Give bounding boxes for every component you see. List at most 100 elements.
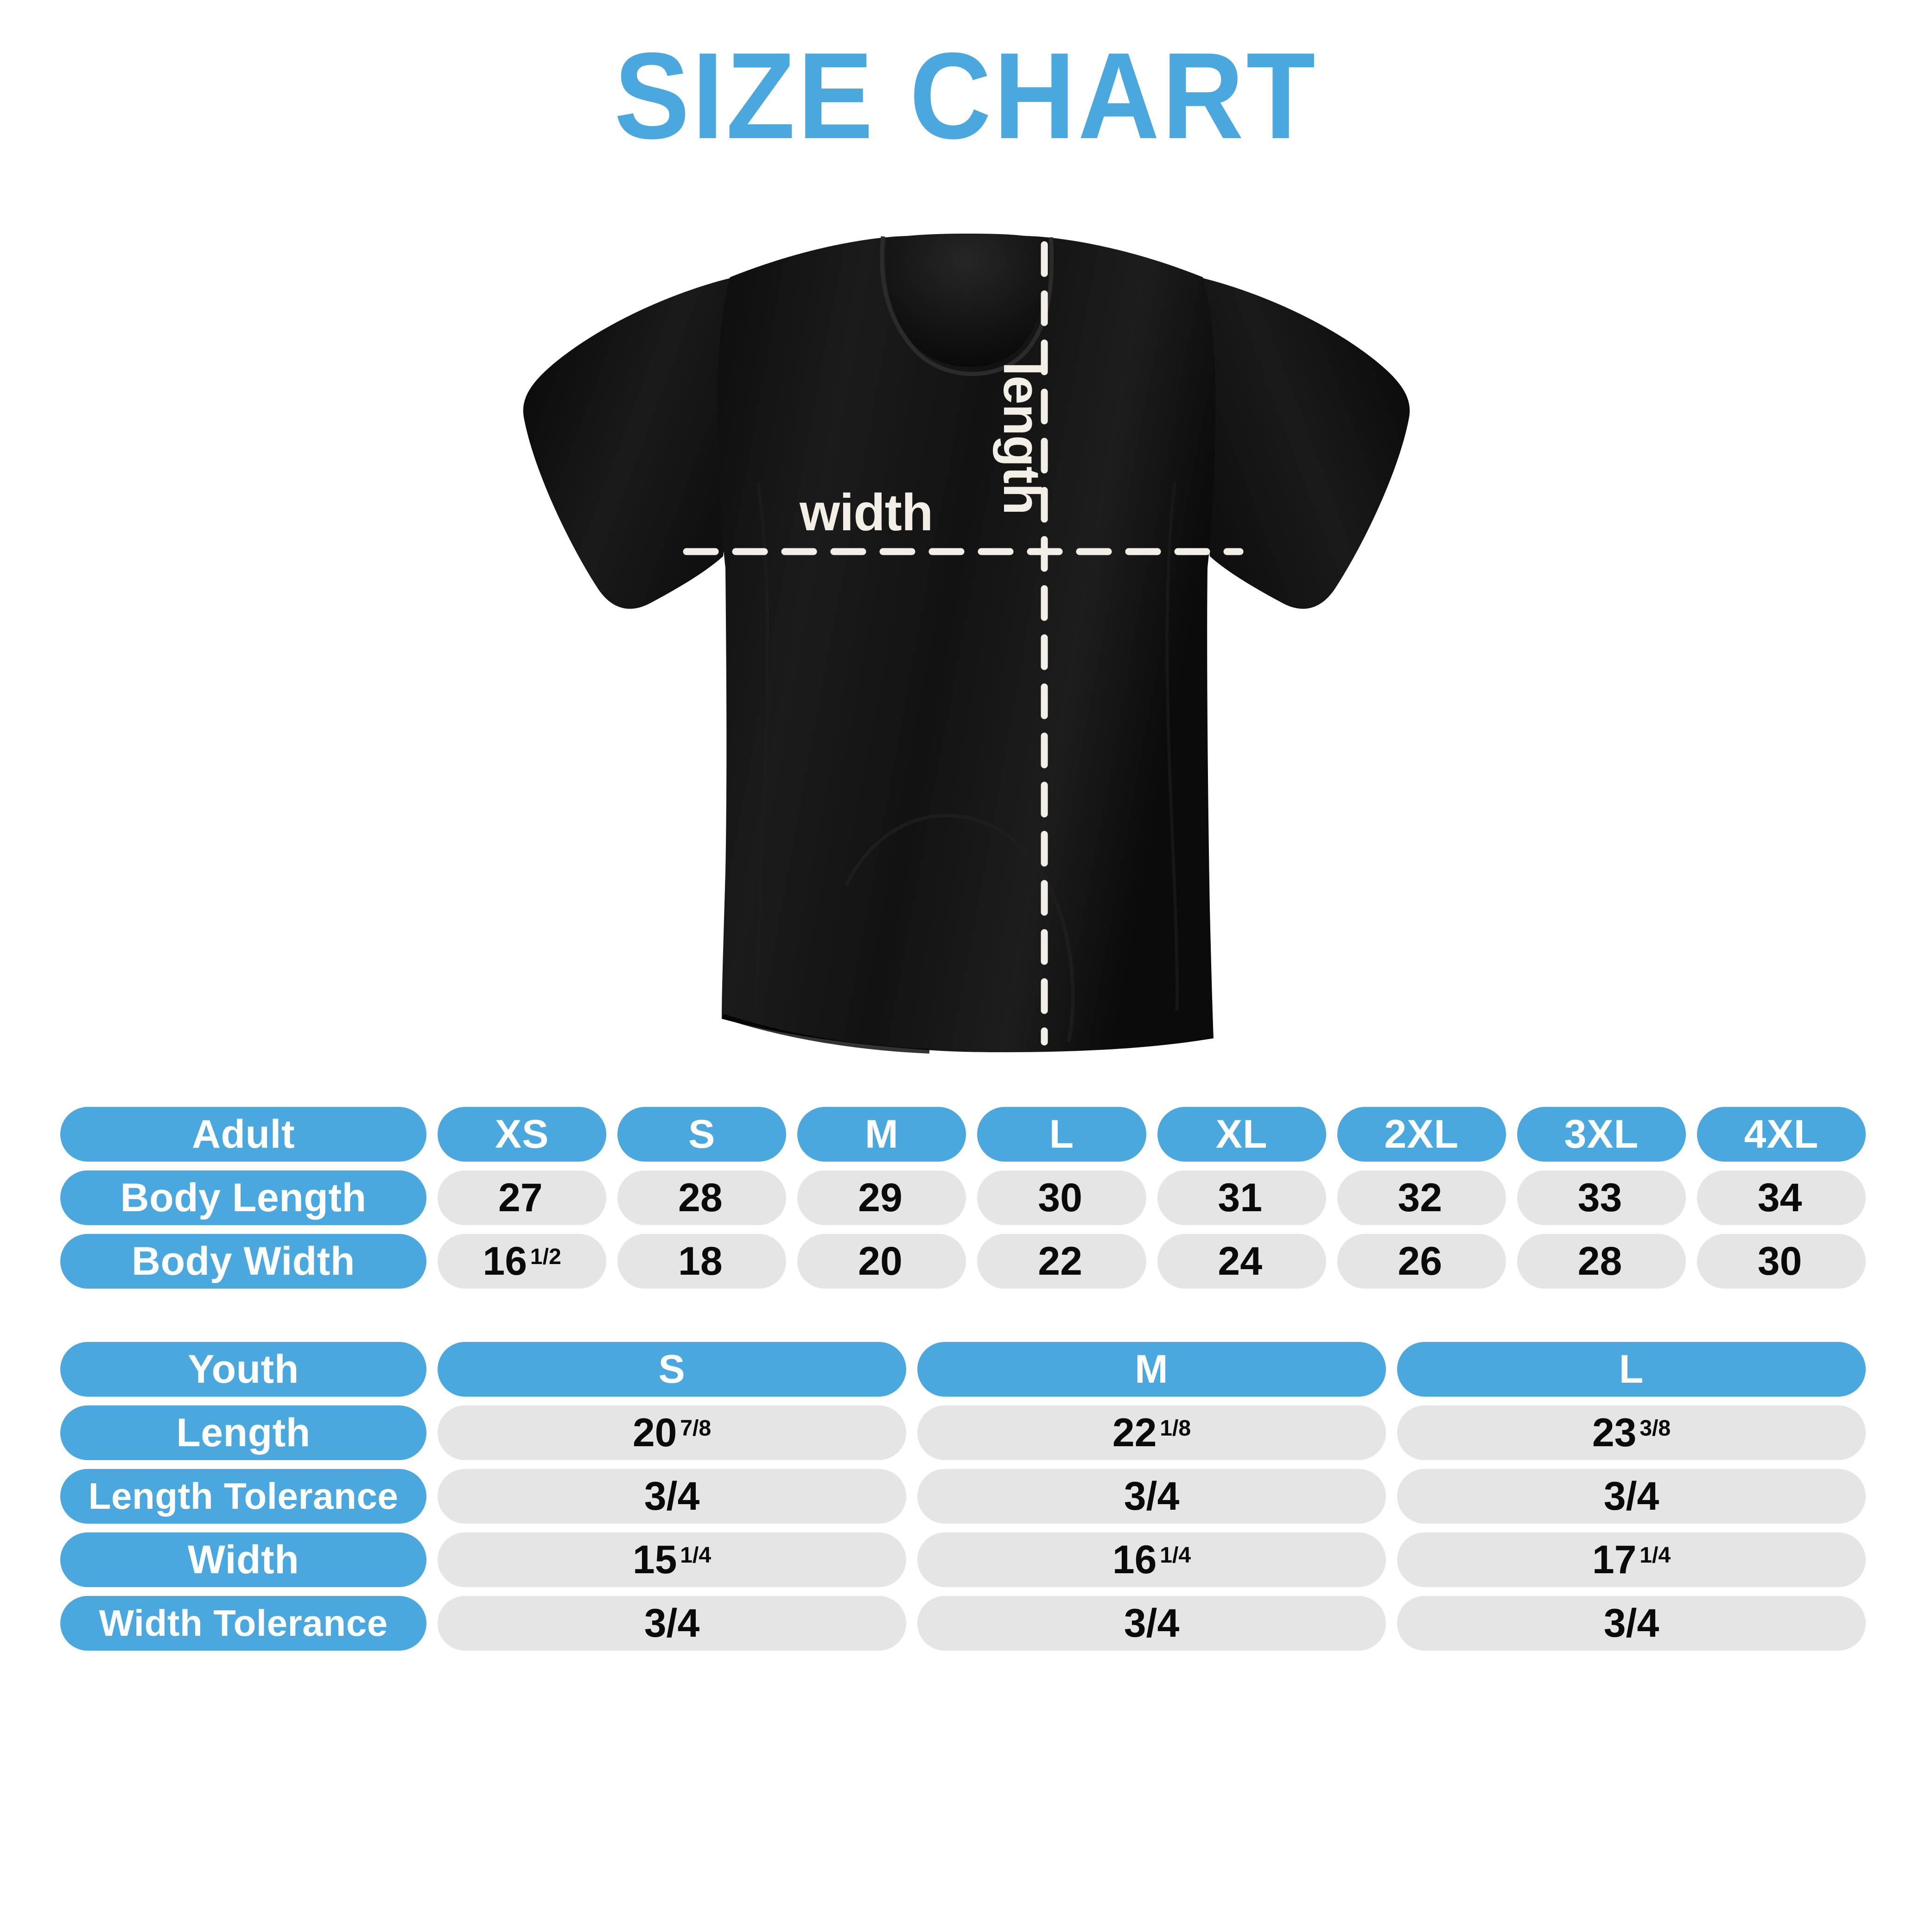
table-cell: 30	[977, 1170, 1146, 1225]
table-cell: 28	[617, 1170, 787, 1225]
length-measurement-label: length	[993, 362, 1051, 515]
cell-fraction: 3/4	[1124, 1601, 1180, 1646]
table-cell: 3/4	[917, 1596, 1386, 1651]
table-cell: 33	[1517, 1170, 1686, 1225]
table-cell: 24	[1157, 1234, 1326, 1289]
cell-whole: 32	[1398, 1175, 1443, 1220]
page-title: SIZE CHART	[614, 27, 1318, 165]
adult-size-header-xl: XL	[1157, 1107, 1326, 1162]
adult-header-row: Adult XS S M L XL 2XL 3XL 4XL	[60, 1107, 1866, 1162]
table-cell: 3/4	[917, 1469, 1386, 1524]
youth-size-header-l: L	[1397, 1342, 1866, 1397]
cell-whole: 30	[1757, 1239, 1802, 1284]
adult-body-length-label: Body Length	[60, 1170, 426, 1225]
cell-whole: 33	[1577, 1175, 1622, 1220]
cell-whole: 17	[1592, 1537, 1637, 1582]
adult-body-length-row: Body Length 27 28 29 30 31 32 33	[60, 1170, 1866, 1225]
youth-size-table: Youth S M L Length 20 7/8 22 1/8 23 3/8 Len…	[60, 1342, 1866, 1659]
cell-whole: 15	[632, 1537, 677, 1582]
table-cell: 29	[797, 1170, 966, 1225]
table-cell: 16 1/4	[917, 1532, 1386, 1587]
table-cell: 20	[797, 1234, 966, 1289]
cell-fraction: 3/8	[1640, 1416, 1671, 1441]
cell-fraction: 3/4	[644, 1601, 700, 1646]
cell-fraction: 3/4	[1124, 1474, 1180, 1519]
fold-hem-curve	[844, 813, 1075, 1042]
youth-header-row: Youth S M L	[60, 1342, 1866, 1397]
cell-whole: 18	[678, 1239, 723, 1284]
cell-fraction: 7/8	[680, 1416, 712, 1441]
adult-size-header-l: L	[977, 1107, 1146, 1162]
table-cell: 26	[1337, 1234, 1506, 1289]
youth-length-tolerance-row: Length Tolerance 3/4 3/4 3/4	[60, 1469, 1866, 1524]
youth-length-row: Length 20 7/8 22 1/8 23 3/8	[60, 1405, 1866, 1460]
cell-whole: 20	[858, 1239, 902, 1284]
cell-fraction: 1/4	[1160, 1543, 1191, 1568]
youth-size-header-m: M	[917, 1342, 1386, 1397]
cell-fraction: 3/4	[1603, 1474, 1659, 1519]
cell-whole: 24	[1218, 1239, 1263, 1284]
cell-whole: 28	[678, 1175, 723, 1220]
cell-whole: 22	[1112, 1410, 1157, 1455]
adult-size-header-2xl: 2XL	[1337, 1107, 1506, 1162]
cell-whole: 16	[483, 1239, 527, 1284]
cell-whole: 16	[1112, 1537, 1157, 1582]
cell-whole: 23	[1592, 1410, 1637, 1455]
cell-whole: 28	[1577, 1239, 1622, 1284]
tshirt-illustration-svg	[523, 234, 1410, 1054]
table-cell: 28	[1517, 1234, 1686, 1289]
right-sleeve	[1203, 278, 1410, 609]
shirt-body-group	[523, 234, 1410, 1054]
table-cell: 3/4	[1397, 1596, 1866, 1651]
table-cell: 31	[1157, 1170, 1326, 1225]
adult-size-header-xs: XS	[438, 1107, 607, 1162]
youth-width-tolerance-row: Width Tolerance 3/4 3/4 3/4	[60, 1596, 1866, 1651]
tshirt-diagram: width length	[512, 222, 1421, 1071]
table-cell: 20 7/8	[438, 1405, 906, 1460]
cell-fraction: 1/2	[530, 1244, 561, 1270]
fold-right	[1165, 482, 1179, 1011]
adult-size-header-4xl: 4XL	[1697, 1107, 1866, 1162]
youth-row-label: Youth	[60, 1342, 426, 1397]
hem-shadow	[722, 1014, 930, 1054]
table-cell: 16 1/2	[438, 1234, 607, 1289]
adult-body-width-row: Body Width 16 1/2 18 20 22 24 26 28	[60, 1234, 1866, 1289]
cell-fraction: 3/4	[1603, 1601, 1659, 1646]
youth-width-tolerance-label: Width Tolerance	[60, 1596, 426, 1651]
adult-size-header-m: M	[797, 1107, 966, 1162]
youth-size-header-s: S	[438, 1342, 906, 1397]
table-cell: 18	[617, 1234, 787, 1289]
cell-whole: 34	[1757, 1175, 1802, 1220]
left-sleeve	[523, 278, 730, 609]
adult-row-label: Adult	[60, 1107, 426, 1162]
table-cell: 34	[1697, 1170, 1866, 1225]
cell-fraction: 3/4	[644, 1474, 700, 1519]
youth-length-tolerance-label: Length Tolerance	[60, 1469, 426, 1524]
table-cell: 15 1/4	[438, 1532, 906, 1587]
table-cell: 3/4	[438, 1469, 906, 1524]
adult-body-width-label: Body Width	[60, 1234, 426, 1289]
cell-whole: 22	[1038, 1239, 1082, 1284]
table-cell: 22 1/8	[917, 1405, 1386, 1460]
collar-opening	[885, 234, 1047, 367]
width-measurement-label: width	[800, 483, 933, 541]
fold-left	[756, 482, 769, 1011]
cell-fraction: 1/4	[1640, 1543, 1671, 1568]
youth-width-label: Width	[60, 1532, 426, 1587]
youth-length-label: Length	[60, 1405, 426, 1460]
cell-whole: 26	[1398, 1239, 1443, 1284]
cell-whole: 31	[1218, 1175, 1263, 1220]
cell-whole: 30	[1038, 1175, 1082, 1220]
table-cell: 17 1/4	[1397, 1532, 1866, 1587]
adult-size-header-s: S	[617, 1107, 787, 1162]
shirt-torso	[717, 235, 1216, 1052]
adult-size-header-3xl: 3XL	[1517, 1107, 1686, 1162]
adult-size-table: Adult XS S M L XL 2XL 3XL 4XL Body Lengt…	[60, 1107, 1866, 1297]
table-cell: 3/4	[438, 1596, 906, 1651]
table-cell: 3/4	[1397, 1469, 1866, 1524]
cell-whole: 27	[498, 1175, 543, 1220]
table-cell: 22	[977, 1234, 1146, 1289]
cell-fraction: 1/8	[1160, 1416, 1191, 1441]
youth-width-row: Width 15 1/4 16 1/4 17 1/4	[60, 1532, 1866, 1587]
